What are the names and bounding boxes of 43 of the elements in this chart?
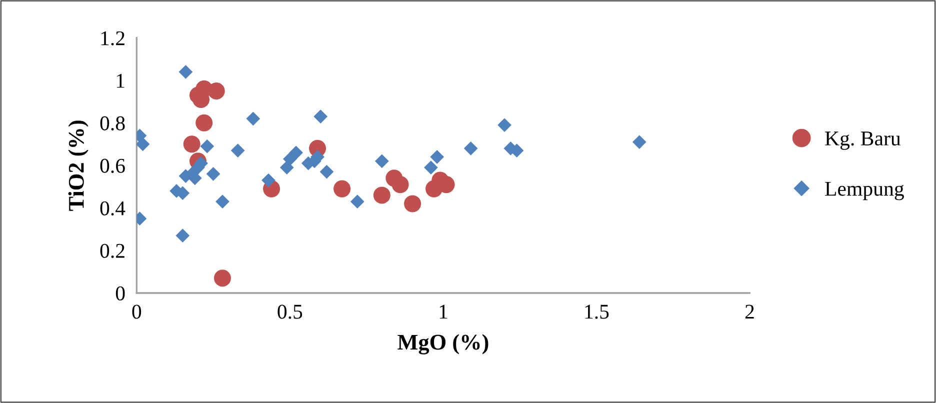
point <box>206 166 220 181</box>
point <box>136 137 150 152</box>
point <box>262 173 276 188</box>
point <box>214 270 231 287</box>
point <box>464 141 478 156</box>
y-axis-title: TiO2 (%) <box>68 120 88 211</box>
y-tick-label: 0.2 <box>100 244 124 258</box>
point <box>430 150 444 164</box>
point <box>183 136 200 153</box>
point <box>334 180 351 198</box>
point <box>314 110 328 124</box>
legend-label: Lempung <box>825 182 904 200</box>
point <box>246 112 260 126</box>
point <box>178 64 193 79</box>
legend-label: Kg. Baru <box>825 132 901 150</box>
point <box>320 164 334 179</box>
x-tick-label: 1.5 <box>585 304 609 319</box>
point <box>196 114 213 132</box>
y-tick-label: 0.6 <box>100 158 125 173</box>
point <box>350 194 364 209</box>
point <box>392 176 409 194</box>
point <box>200 139 214 154</box>
x-tick-label: 0 <box>132 304 142 319</box>
point <box>632 135 646 149</box>
y-tick-label: 1 <box>116 74 124 88</box>
point <box>424 160 438 174</box>
x-tick-label: 2 <box>745 304 754 319</box>
point <box>216 194 230 209</box>
point <box>404 195 422 212</box>
point <box>289 146 303 160</box>
y-tick-label: 0.8 <box>100 116 125 130</box>
x-tick-label: 1 <box>440 304 448 319</box>
x-tick-label: 0.5 <box>278 304 302 319</box>
y-tick-label: 0 <box>116 286 125 300</box>
point <box>374 154 389 168</box>
point <box>208 82 225 100</box>
x-axis-title: MgO (%) <box>398 334 488 354</box>
point <box>230 144 245 158</box>
y-tick-label: 0.4 <box>100 201 126 216</box>
point <box>498 118 512 132</box>
point <box>373 186 390 204</box>
y-tick-label: 1.2 <box>101 31 124 46</box>
point <box>176 228 190 243</box>
